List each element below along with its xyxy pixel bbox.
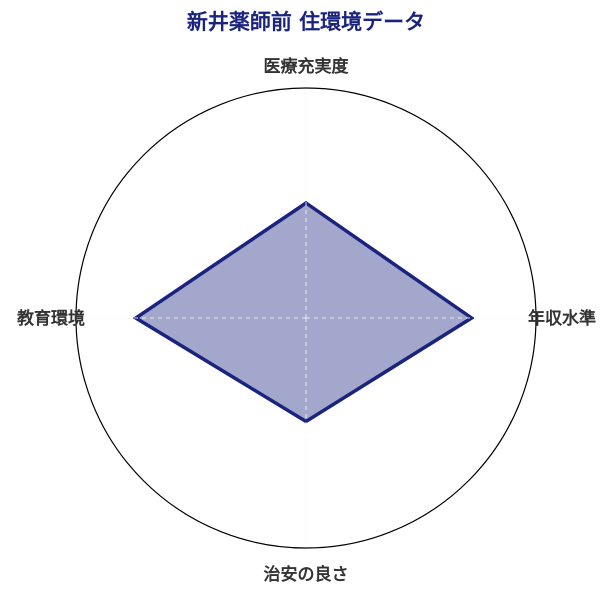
axis-label: 年収水準: [528, 308, 596, 329]
data-polygon: [132, 200, 475, 424]
outer-circle: [75, 87, 537, 549]
axis-label: 医療充実度: [264, 56, 350, 77]
chart-title: 新井薬師前 住環境データ: [186, 10, 426, 34]
axis-label: 教育環境: [16, 308, 85, 329]
axis-label: 治安の良さ: [264, 564, 349, 585]
